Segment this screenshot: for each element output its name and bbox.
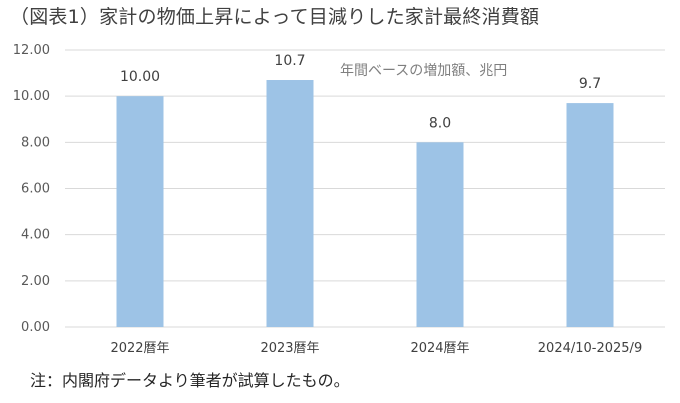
y-tick-label: 12.00	[13, 43, 50, 58]
y-tick-label: 6.00	[21, 182, 50, 197]
y-tick-label: 10.00	[13, 89, 50, 104]
bar	[566, 103, 614, 327]
x-axis-labels: 2022暦年 2023暦年 2024暦年 2024/10-2025/9	[110, 341, 642, 356]
bars	[116, 80, 614, 328]
unit-annotation: 年間ベースの増加額、兆円	[340, 63, 508, 79]
source-note: 注：内閣府データより筆者が試算したもの。	[30, 371, 350, 390]
bar	[266, 80, 314, 327]
data-label: 9.7	[579, 76, 601, 92]
y-tick-label: 0.00	[21, 320, 50, 335]
x-tick-label: 2024/10-2025/9	[538, 341, 642, 356]
data-labels: 10.00 10.7 8.0 9.7	[120, 53, 601, 131]
gridlines	[65, 49, 665, 328]
y-axis-ticks: 0.00 2.00 4.00 6.00 8.00 10.00 12.00	[13, 43, 50, 335]
y-tick-label: 4.00	[21, 228, 50, 243]
data-label: 10.00	[120, 69, 160, 85]
y-tick-label: 2.00	[21, 274, 50, 289]
x-tick-label: 2024暦年	[410, 341, 469, 356]
data-label: 8.0	[429, 115, 451, 131]
y-tick-label: 8.00	[21, 135, 50, 150]
chart-title: （図表1）家計の物価上昇によって目減りした家計最終消費額	[10, 6, 540, 28]
data-label: 10.7	[274, 53, 305, 69]
x-tick-label: 2023暦年	[260, 341, 319, 356]
bar	[416, 142, 464, 327]
bar	[116, 96, 164, 328]
x-tick-label: 2022暦年	[110, 341, 169, 356]
